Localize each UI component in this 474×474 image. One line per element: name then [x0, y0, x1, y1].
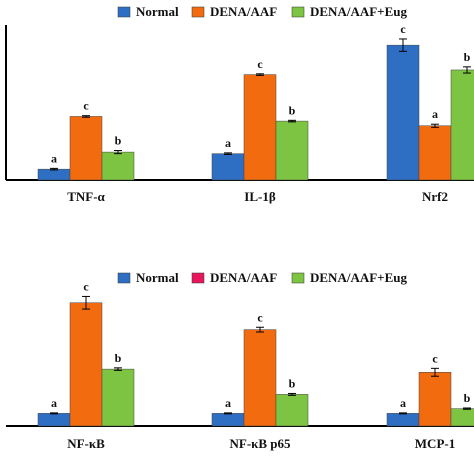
significance-label: b	[289, 103, 296, 117]
bar-NF-κB p65-1	[211, 413, 245, 427]
x-tick-label: NF-κB	[67, 436, 105, 451]
significance-label: c	[257, 310, 263, 324]
significance-label: b	[289, 376, 296, 390]
legend-swatch-1	[117, 6, 131, 18]
bar-IL-1β-1	[211, 153, 245, 181]
legend-swatch-2	[191, 272, 205, 284]
bar-IL-1β-3	[275, 120, 309, 181]
significance-label: a	[225, 136, 231, 150]
legend-swatch-1	[117, 272, 131, 284]
bar-NF-κB p65-2	[243, 329, 277, 427]
significance-label: a	[51, 151, 57, 165]
significance-label: a	[51, 396, 57, 410]
chart-panel-2: Normal DENA/AAF DENA/AAF+Eug a c b NF-κB a c b NF-…	[6, 270, 474, 451]
x-tick-label: NF-κB p65	[229, 436, 291, 451]
bar-TNF-α-1	[37, 168, 71, 181]
bar-Nrf2-3	[450, 69, 474, 181]
bar-MCP-1-1	[386, 413, 420, 427]
legend-swatch-3	[291, 272, 305, 284]
legend-label-3: DENA/AAF+Eug	[310, 4, 407, 19]
bar-Nrf2-2	[418, 125, 452, 181]
x-tick-label: TNF-α	[67, 189, 105, 204]
legend-label-3: DENA/AAF+Eug	[310, 270, 407, 285]
legend-label-1: Normal	[136, 4, 179, 19]
significance-label: c	[257, 57, 263, 71]
bar-NF-κB-1	[37, 413, 71, 427]
bar-Nrf2-1	[386, 44, 420, 181]
significance-label: b	[115, 351, 122, 365]
x-tick-label: MCP-1	[415, 436, 455, 451]
x-tick-label: IL-1β	[244, 189, 276, 204]
significance-label: c	[83, 99, 89, 113]
bar-TNF-α-2	[69, 116, 103, 181]
significance-label: a	[400, 396, 406, 410]
legend-label-2: DENA/AAF	[210, 270, 277, 285]
significance-label: c	[432, 351, 438, 365]
bar-MCP-1-2	[418, 372, 452, 427]
legend-label-1: Normal	[136, 270, 179, 285]
significance-label: b	[464, 50, 471, 64]
bar-NF-κB-2	[69, 302, 103, 427]
bar-MCP-1-3	[450, 408, 474, 427]
legend-label-2: DENA/AAF	[210, 4, 277, 19]
significance-label: c	[400, 22, 406, 36]
significance-label: c	[83, 279, 89, 293]
legend-swatch-2	[191, 6, 205, 18]
legend-swatch-3	[291, 6, 305, 18]
chart-panel-1: Normal DENA/AAF DENA/AAF+Eug a c b TNF-α a c b IL-…	[5, 4, 474, 204]
significance-label: b	[464, 391, 471, 405]
significance-label: a	[225, 396, 231, 410]
bar-IL-1β-2	[243, 74, 277, 181]
bar-NF-κB-3	[101, 368, 135, 427]
bar-TNF-α-3	[101, 151, 135, 181]
bar-NF-κB p65-3	[275, 394, 309, 427]
significance-label: b	[115, 134, 122, 148]
significance-label: a	[432, 107, 438, 121]
x-tick-label: Nrf2	[422, 189, 448, 204]
